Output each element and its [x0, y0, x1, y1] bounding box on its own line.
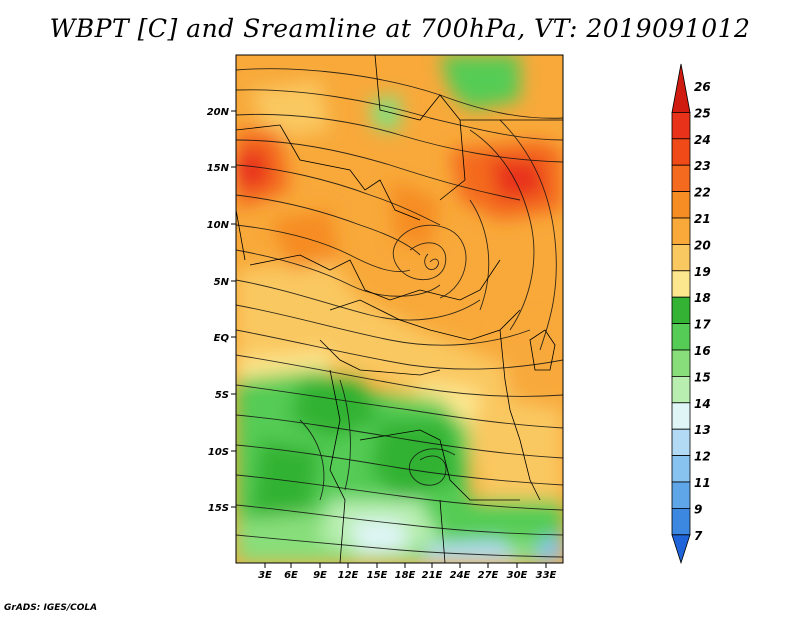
colorbar-swatch [671, 481, 691, 509]
lon-label: 24E [450, 570, 471, 581]
lon-label: 18E [395, 570, 416, 581]
colorbar-swatch [671, 243, 691, 272]
credit-label: GrADS: IGES/COLA [4, 603, 98, 613]
colorbar-level-label: 13 [694, 423, 711, 437]
colorbar-level-label: 9 [694, 502, 702, 516]
lat-label: EQ [214, 333, 230, 344]
longitude-labels: 3E 6E 9E 12E 15E 18E 21E 24E 27E 30E 33E [258, 570, 556, 581]
lon-label: 12E [338, 570, 359, 581]
colorbar-swatch [671, 112, 691, 140]
colorbar-level-label: 26 [694, 80, 711, 94]
latitude-labels: 20N 15N 10N 5N EQ 5S 10S 15S [207, 107, 230, 514]
colorbar-swatch [671, 349, 691, 377]
lon-label: 6E [284, 570, 298, 581]
colorbar: 26 25 24 23 22 21 20 19 18 17 16 15 14 13 12 11 9 7 [671, 63, 711, 565]
lat-label: 15N [207, 163, 230, 174]
longitude-ticks [264, 563, 547, 568]
lon-label: 3E [258, 570, 272, 581]
colorbar-swatch [671, 191, 691, 219]
lon-label: 9E [313, 570, 327, 581]
colorbar-swatch [671, 428, 691, 457]
map-panel [236, 55, 563, 563]
colorbar-level-label: 15 [694, 370, 711, 384]
lat-label: 5S [215, 390, 229, 401]
colorbar-level-label: 17 [694, 318, 711, 332]
lon-label: 21E [422, 570, 443, 581]
colorbar-swatch [671, 375, 691, 404]
lon-label: 30E [507, 570, 528, 581]
colorbar-level-label: 25 [694, 106, 711, 120]
colorbar-swatch [671, 63, 691, 113]
latitude-ticks [231, 110, 236, 508]
lat-label: 10S [208, 447, 229, 458]
colorbar-level-label: 23 [694, 159, 711, 173]
colorbar-level-label: 16 [694, 344, 711, 358]
chart-title: WBPT [C] and Sreamline at 700hPa, VT: 20… [49, 14, 751, 43]
colorbar-swatch [671, 323, 691, 351]
country-boundaries [236, 55, 563, 563]
colorbar-level-label: 18 [694, 291, 711, 305]
map-frame [235, 54, 564, 564]
colorbar-swatch [671, 270, 691, 298]
colorbar-level-label: 7 [694, 529, 703, 543]
colorbar-swatch [671, 402, 691, 430]
colorbar-level-label: 20 [694, 238, 711, 252]
colorbar-level-label: 14 [694, 397, 711, 411]
colorbar-swatch [671, 217, 691, 245]
lon-label: 33E [536, 570, 557, 581]
colorbar-level-label: 21 [694, 212, 711, 226]
lat-label: 10N [207, 220, 230, 231]
colorbar-swatch [671, 455, 691, 483]
streamlines [236, 68, 563, 558]
colorbar-level-label: 12 [694, 450, 711, 464]
lon-label: 15E [367, 570, 388, 581]
lat-label: 15S [208, 503, 229, 514]
colorbar-level-label: 22 [694, 186, 711, 200]
colorbar-level-label: 19 [694, 265, 711, 279]
lat-label: 5N [214, 277, 230, 288]
colorbar-swatch [671, 138, 691, 166]
colorbar-level-label: 11 [694, 476, 711, 490]
colorbar-swatch [671, 296, 691, 325]
colorbar-swatch [671, 507, 691, 536]
lat-label: 20N [207, 107, 230, 118]
lon-label: 27E [478, 570, 499, 581]
colorbar-swatch [671, 164, 691, 192]
colorbar-level-label: 24 [694, 133, 711, 147]
colorbar-swatch [671, 534, 691, 565]
